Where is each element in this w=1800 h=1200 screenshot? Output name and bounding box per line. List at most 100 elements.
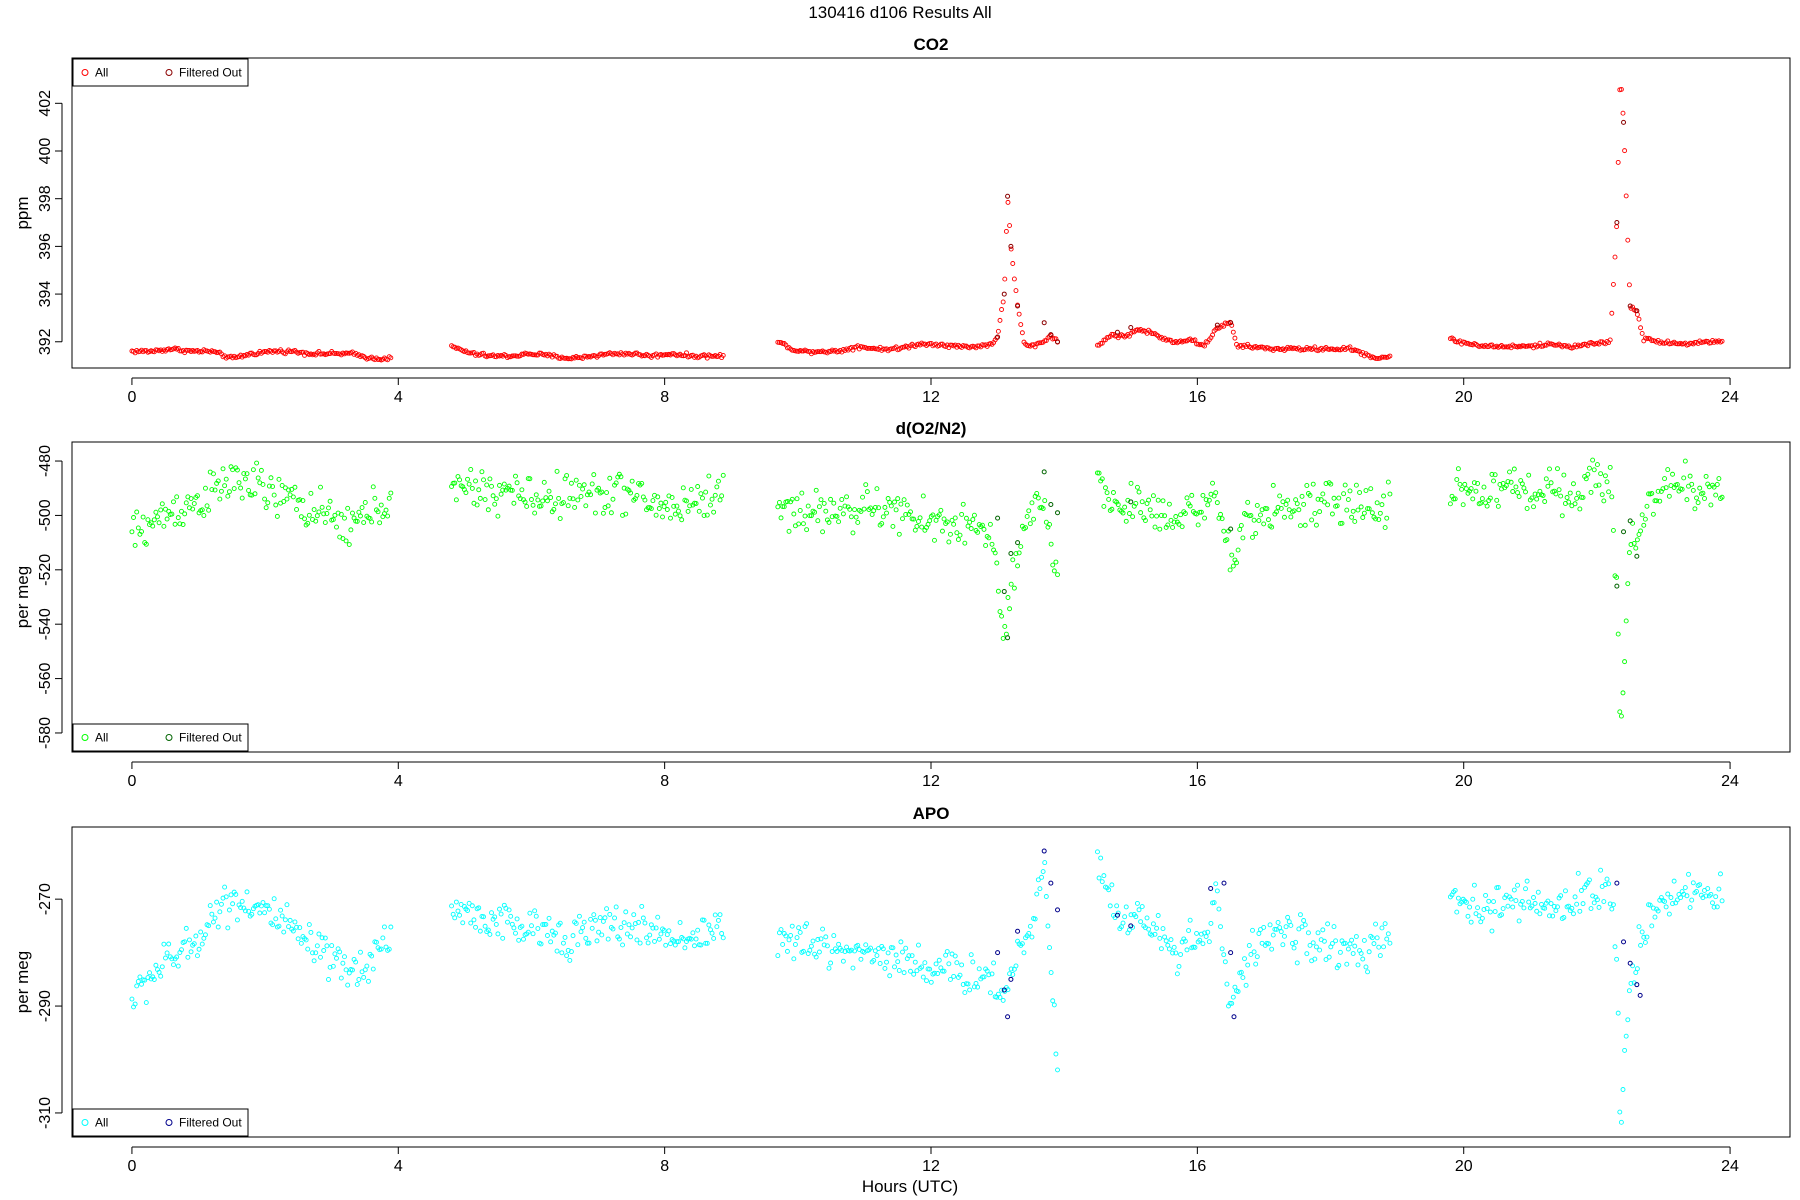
data-point xyxy=(898,939,904,945)
data-point xyxy=(500,487,506,493)
data-point xyxy=(1171,519,1177,525)
data-point xyxy=(1602,882,1608,887)
data-point xyxy=(1218,511,1223,517)
data-point xyxy=(997,609,1003,615)
data-point xyxy=(709,353,715,359)
data-point xyxy=(1238,523,1244,528)
data-point xyxy=(1274,346,1279,351)
data-point xyxy=(270,484,276,489)
data-point xyxy=(944,949,950,954)
data-point xyxy=(1612,944,1618,950)
data-point xyxy=(1219,946,1225,952)
data-point xyxy=(716,917,721,923)
data-point xyxy=(545,933,550,938)
data-point xyxy=(613,904,619,910)
data-point xyxy=(490,493,496,499)
data-point xyxy=(903,945,909,951)
data-point xyxy=(1614,574,1620,580)
data-point xyxy=(1610,902,1616,908)
data-point xyxy=(156,969,162,975)
data-point xyxy=(1363,964,1369,970)
data-point xyxy=(346,542,352,547)
data-point xyxy=(311,507,317,512)
data-point xyxy=(1174,971,1180,977)
data-point xyxy=(166,941,172,947)
data-point xyxy=(297,497,303,503)
data-point xyxy=(559,950,565,956)
legend-marker-filtered xyxy=(165,69,173,76)
data-point xyxy=(1618,86,1624,92)
data-point xyxy=(1617,709,1623,715)
data-point xyxy=(1684,497,1690,503)
data-point-filtered xyxy=(1634,308,1640,314)
data-point xyxy=(703,489,709,495)
data-point xyxy=(1634,966,1640,972)
data-point-filtered xyxy=(1627,960,1633,966)
data-point xyxy=(129,996,135,1002)
data-point xyxy=(343,967,349,973)
data-point xyxy=(1029,500,1035,506)
data-point xyxy=(1320,927,1326,933)
data-point xyxy=(477,928,483,934)
data-point xyxy=(1670,901,1675,907)
data-point xyxy=(1719,338,1725,344)
data-point xyxy=(1681,475,1687,481)
data-point xyxy=(1182,511,1188,516)
data-point xyxy=(262,496,268,502)
data-point xyxy=(179,947,184,953)
data-point xyxy=(524,503,530,509)
data-point xyxy=(1274,509,1279,515)
legend: All Filtered Out xyxy=(72,58,249,87)
data-point xyxy=(241,471,247,477)
data-point xyxy=(452,480,458,486)
data-point xyxy=(789,923,795,929)
data-point xyxy=(1256,931,1262,936)
y-tick-label: 394 xyxy=(37,281,54,308)
data-point xyxy=(548,495,554,500)
data-point xyxy=(1251,517,1257,523)
data-point xyxy=(374,939,379,945)
data-point xyxy=(797,929,803,935)
data-point xyxy=(303,937,309,943)
data-point xyxy=(560,940,566,946)
data-point xyxy=(1684,893,1690,899)
legend-box xyxy=(72,58,249,87)
y-tick-label: 402 xyxy=(37,90,54,117)
data-point xyxy=(994,560,1000,566)
data-point xyxy=(230,901,236,907)
data-point xyxy=(596,929,602,935)
data-point xyxy=(1026,508,1032,514)
data-point xyxy=(194,493,200,499)
data-point-filtered xyxy=(1214,322,1220,328)
data-point xyxy=(1716,886,1722,892)
series-all xyxy=(129,86,1725,363)
data-point xyxy=(578,493,584,499)
x-tick-label: 4 xyxy=(394,1158,403,1175)
data-point xyxy=(1313,944,1319,950)
data-point xyxy=(1283,924,1289,930)
data-point xyxy=(514,916,520,922)
data-point xyxy=(377,520,383,526)
data-point xyxy=(501,481,507,487)
data-point xyxy=(1604,479,1610,485)
data-point xyxy=(1099,879,1105,885)
data-point xyxy=(711,935,717,941)
data-point xyxy=(963,515,969,521)
data-point xyxy=(1475,905,1481,911)
data-point xyxy=(244,471,250,477)
data-point xyxy=(506,483,512,489)
data-point xyxy=(476,905,482,911)
data-point xyxy=(1606,881,1612,887)
data-point xyxy=(193,933,199,939)
data-point xyxy=(263,903,269,909)
data-point xyxy=(1614,224,1620,230)
data-point xyxy=(1216,515,1222,521)
data-point xyxy=(1609,906,1615,912)
data-point xyxy=(1045,923,1051,929)
data-point xyxy=(183,500,189,506)
data-point xyxy=(308,929,314,935)
data-point xyxy=(1328,481,1334,487)
data-point xyxy=(263,505,269,511)
data-point xyxy=(626,922,632,928)
data-point xyxy=(1626,550,1632,556)
